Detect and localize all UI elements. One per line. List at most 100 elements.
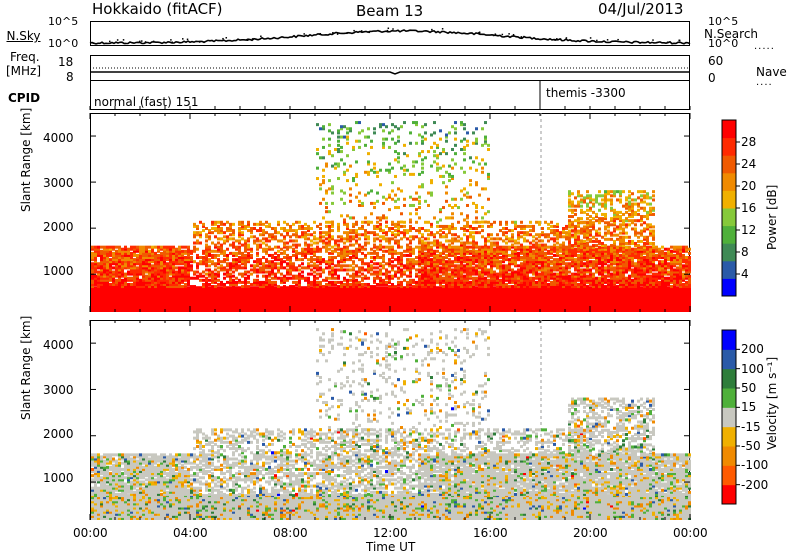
power-cell [283,285,286,289]
power-cell [238,229,241,233]
power-cell [202,270,205,274]
nsky-point [139,40,141,43]
power-cell [301,298,304,302]
power-cell [190,258,193,262]
power-cell [265,280,268,284]
power-cell [328,302,331,306]
power-cell [118,290,121,294]
power-cell [451,237,454,241]
power-cell [481,216,484,220]
power-cell [475,203,478,207]
cpid-mode-themis: themis -3300 [546,86,626,100]
nsky-point [92,42,95,45]
power-cell [157,280,160,284]
power-cell [271,288,274,292]
power-cell [337,253,340,257]
power-cell [289,260,292,264]
power-cell [121,294,124,298]
power-cell [322,168,325,172]
power-cell [94,274,97,278]
power-cell [199,286,202,290]
power-cell [274,229,277,233]
power-cell [109,258,112,262]
power-cell [295,243,298,247]
power-cell [277,249,280,253]
power-cell [325,231,328,235]
power-cell [382,309,385,312]
power-cell [283,243,286,247]
power-cell [349,258,352,262]
power-cell [286,296,289,300]
power-cell [217,306,220,310]
power-cell [475,256,478,260]
power-cell [124,306,127,310]
power-cell [151,282,154,286]
power-cell [205,253,208,257]
power-cell [259,239,262,243]
power-cell [301,233,304,237]
power-cell [205,302,208,306]
power-cell [412,235,415,239]
power-cell [139,285,142,289]
power-cell [316,309,319,312]
power-cell [331,302,334,306]
power-cell [373,245,376,249]
power-cell [112,282,115,286]
power-cell [418,133,421,137]
power-cell [373,166,376,170]
power-cell [235,239,238,243]
power-cell [355,264,358,268]
power-cell [403,121,406,125]
power-cell [139,249,142,253]
power-cell [463,123,466,127]
power-cell [355,296,358,300]
power-cell [289,276,292,280]
power-cell [172,260,175,264]
power-cell [358,300,361,304]
power-cell [448,216,451,220]
power-cell [472,285,475,289]
power-cell [268,233,271,237]
power-cell [286,290,289,294]
power-cell [283,276,286,280]
power-cell [445,133,448,137]
power-cell [127,272,130,276]
power-cell [436,156,439,160]
nsky-point [109,40,111,43]
power-cell [157,285,160,289]
power-cell [223,268,226,272]
power-cell [463,280,466,284]
power-cell [367,304,370,308]
power-cell [151,290,154,294]
power-cell [382,264,385,268]
power-cell [418,216,421,220]
power-cell [331,222,334,226]
power-cell [238,247,241,251]
power-cell [352,235,355,239]
power-cell [328,179,331,183]
power-cell [265,294,268,298]
power-cell [436,245,439,249]
power-cell [163,302,166,306]
power-cell [478,294,481,298]
power-cell [472,272,475,276]
power-cell [352,179,355,183]
power-cell [469,183,472,187]
power-cell [160,251,163,255]
power-cell [418,262,421,266]
power-cell [160,300,163,304]
power-cell [169,276,172,280]
power-cell [223,290,226,294]
power-cell [343,276,346,280]
power-cell [187,286,190,290]
power-cell [211,278,214,282]
power-cell [370,247,373,251]
power-cell [268,222,271,226]
power-cell [478,270,481,274]
power-cell [484,187,487,191]
power-cell [355,139,358,143]
power-cell [328,251,331,255]
power-cell [355,282,358,286]
power-cell [379,243,382,247]
power-cell [469,227,472,231]
